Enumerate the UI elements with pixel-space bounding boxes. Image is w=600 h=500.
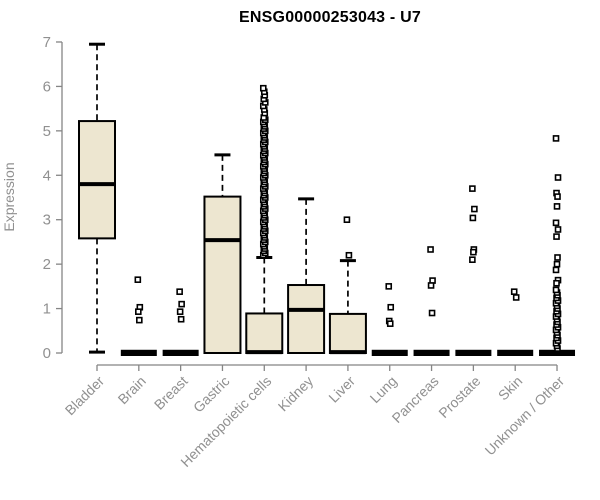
outlier-point (428, 309, 436, 317)
outlier-point (552, 286, 560, 294)
outlier-point (177, 315, 185, 323)
y-tick-label: 5 (43, 123, 51, 140)
outlier-point (552, 135, 560, 142)
box-bladder (78, 42, 116, 354)
box-liver (328, 216, 367, 355)
outlier-point (553, 203, 561, 210)
outlier-point (554, 174, 562, 181)
outlier-point (427, 282, 435, 289)
y-tick-label: 3 (43, 212, 51, 229)
outlier-point (343, 216, 351, 224)
outlier-point (386, 320, 394, 327)
outlier-point (510, 288, 518, 295)
outlier-point (427, 246, 434, 253)
y-tick-label: 7 (43, 34, 51, 51)
outlier-point (554, 254, 561, 261)
box-prostate (455, 185, 492, 356)
box-gastric (203, 153, 242, 354)
box-hematopoietic-cells (245, 84, 284, 355)
outlier-point (176, 308, 184, 315)
box-unknown-other (539, 135, 576, 356)
outlier-point (136, 316, 143, 324)
x-tick-label-prostate: Prostate (435, 373, 483, 421)
outlier-point (553, 279, 560, 287)
x-tick-label-skin: Skin (495, 373, 526, 404)
box-breast (162, 288, 199, 356)
box-pancreas (413, 246, 450, 356)
chart-title: ENSG00000253043 - U7 (239, 9, 421, 26)
outlier-point (178, 300, 185, 308)
outlier-point (469, 185, 476, 192)
outlier-point (470, 248, 477, 256)
x-tick-label-lung: Lung (367, 373, 400, 406)
outlier-point (552, 266, 560, 274)
box-brain (120, 276, 157, 356)
y-tick-label: 6 (43, 78, 51, 95)
y-tick-label: 0 (43, 345, 51, 362)
x-tick-label-brain: Brain (115, 373, 149, 407)
x-tick-label-bladder: Bladder (62, 373, 108, 419)
y-tick-label: 2 (43, 256, 51, 273)
x-tick-label-kidney: Kidney (275, 373, 317, 415)
outlier-point (554, 193, 561, 200)
outlier-point (259, 84, 267, 92)
outlier-point (135, 308, 142, 315)
outlier-point (385, 283, 393, 290)
x-tick-label-liver: Liver (325, 373, 358, 406)
outlier-point (176, 288, 183, 295)
box-kidney (287, 197, 326, 354)
y-tick-label: 1 (43, 301, 51, 318)
outlier-point (512, 294, 520, 301)
y-tick-label: 4 (43, 167, 51, 184)
y-axis: 0 1 2 3 4 5 6 7 (43, 34, 63, 362)
outlier-point (469, 256, 476, 263)
outlier-point (387, 303, 395, 311)
outlier-point (469, 214, 477, 222)
x-tick-label-unknown-other: Unknown / Other (482, 373, 568, 459)
box-lung (371, 283, 408, 356)
outlier-point (134, 276, 142, 283)
outlier-point (552, 219, 560, 227)
outlier-point (345, 251, 353, 259)
outlier-point (553, 260, 561, 268)
box-skin (497, 288, 534, 356)
x-tick-label-breast: Breast (151, 373, 191, 413)
outlier-point (471, 205, 478, 213)
outlier-point (554, 226, 562, 233)
outlier-point (553, 233, 560, 240)
